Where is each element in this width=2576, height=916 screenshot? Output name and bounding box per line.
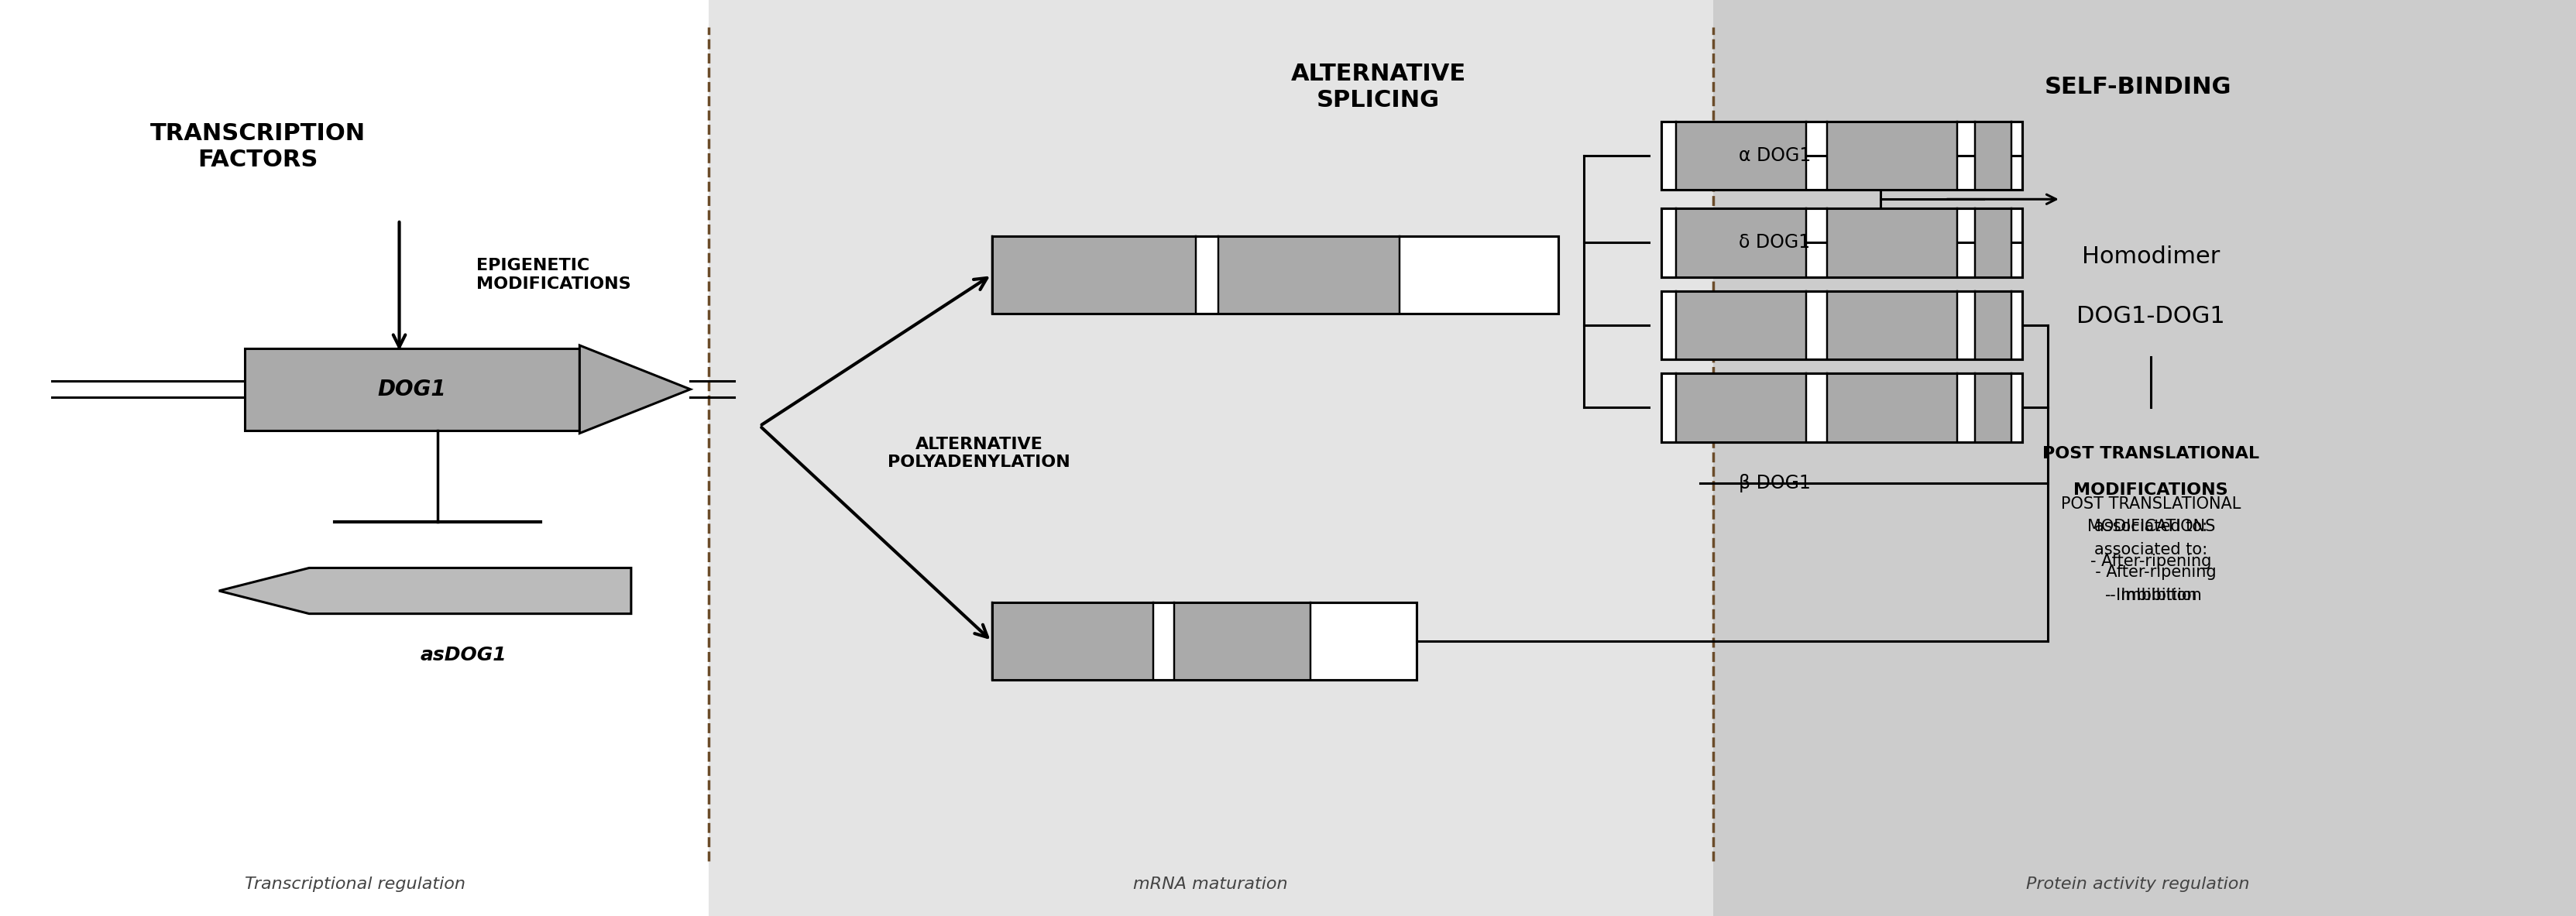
- Bar: [992, 236, 1558, 313]
- Text: β DOG1: β DOG1: [1739, 474, 1811, 493]
- Bar: [1976, 291, 2012, 360]
- Text: SELF-BINDING: SELF-BINDING: [2045, 76, 2231, 98]
- Bar: [992, 603, 1154, 680]
- Text: DOG1: DOG1: [379, 378, 446, 400]
- Text: - Imbibition: - Imbibition: [2105, 588, 2197, 603]
- Bar: [1662, 209, 2022, 277]
- Text: α DOG1: α DOG1: [1739, 147, 1811, 165]
- Bar: [1826, 209, 1958, 277]
- Text: Homodimer: Homodimer: [2081, 245, 2221, 267]
- Bar: [1677, 209, 1806, 277]
- Text: POST TRANSLATIONAL: POST TRANSLATIONAL: [2043, 446, 2259, 461]
- Bar: [992, 236, 1558, 313]
- Bar: [1662, 374, 2022, 442]
- Polygon shape: [219, 568, 631, 614]
- Bar: [1826, 374, 1958, 442]
- Bar: [1662, 374, 2022, 442]
- Bar: [0, 0, 708, 916]
- Bar: [1662, 121, 2022, 191]
- Bar: [1662, 291, 2022, 360]
- Bar: [1713, 0, 2576, 916]
- Text: MODIFICATIONS: MODIFICATIONS: [2074, 483, 2228, 497]
- Bar: [1662, 209, 2022, 277]
- Polygon shape: [580, 345, 690, 433]
- Bar: [708, 0, 1713, 916]
- Bar: [1175, 603, 1311, 680]
- Text: POST TRANSLATIONAL
MODIFICATIONS
associated to:
  - After-ripening
  - Imbibitio: POST TRANSLATIONAL MODIFICATIONS associa…: [2061, 496, 2241, 603]
- Text: mRNA maturation: mRNA maturation: [1133, 877, 1288, 891]
- Bar: [992, 603, 1417, 680]
- Text: associated to:: associated to:: [2094, 519, 2208, 534]
- Bar: [1826, 291, 1958, 360]
- Bar: [1976, 374, 2012, 442]
- Text: Transcriptional regulation: Transcriptional regulation: [245, 877, 466, 891]
- Bar: [1218, 236, 1399, 313]
- Text: Protein activity regulation: Protein activity regulation: [2027, 877, 2249, 891]
- Text: asDOG1: asDOG1: [420, 646, 507, 664]
- Bar: [1662, 291, 2022, 360]
- Text: ALTERNATIVE
POLYADENYLATION: ALTERNATIVE POLYADENYLATION: [889, 437, 1069, 470]
- Bar: [1677, 121, 1806, 191]
- Text: EPIGENETIC
MODIFICATIONS: EPIGENETIC MODIFICATIONS: [477, 258, 631, 291]
- Bar: [992, 603, 1417, 680]
- Text: TRANSCRIPTION
FACTORS: TRANSCRIPTION FACTORS: [149, 123, 366, 170]
- Text: - After-ripening: - After-ripening: [2089, 554, 2213, 569]
- Bar: [1662, 121, 2022, 191]
- Text: δ DOG1: δ DOG1: [1739, 234, 1811, 252]
- Text: DOG1-DOG1: DOG1-DOG1: [2076, 305, 2226, 327]
- Text: ALTERNATIVE
SPLICING: ALTERNATIVE SPLICING: [1291, 63, 1466, 111]
- Bar: [1677, 374, 1806, 442]
- Bar: [1976, 209, 2012, 277]
- Bar: [1826, 121, 1958, 191]
- Bar: [1976, 121, 2012, 191]
- Bar: [992, 236, 1195, 313]
- Bar: [1677, 291, 1806, 360]
- Bar: [245, 348, 580, 431]
